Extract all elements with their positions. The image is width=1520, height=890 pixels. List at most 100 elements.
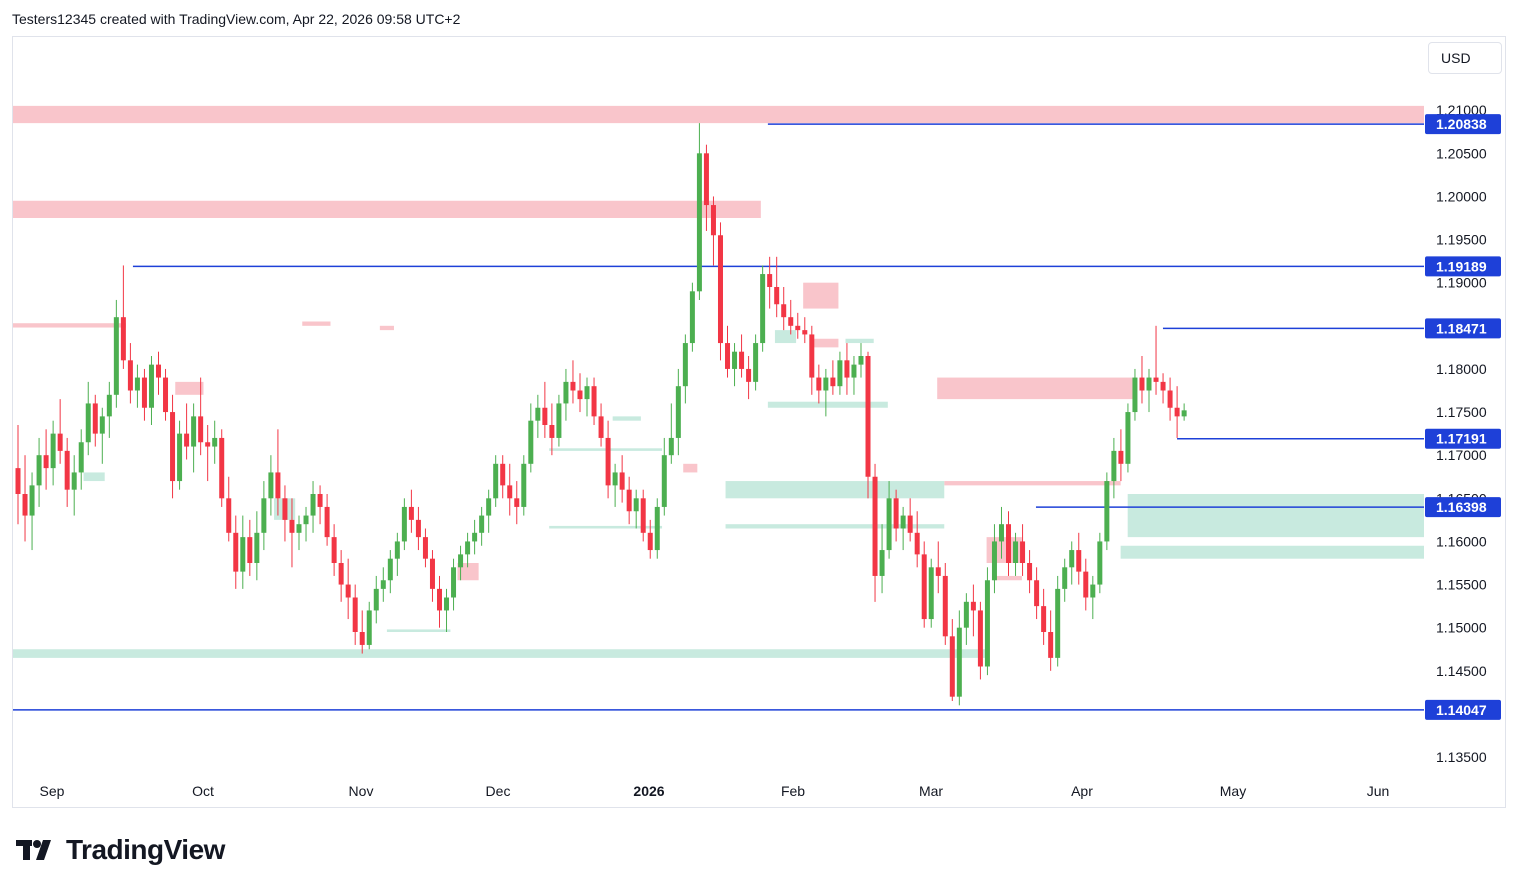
time-tick-label: Feb [781, 783, 805, 799]
candle [233, 515, 239, 589]
candle-body [914, 532, 920, 555]
price-tag-bg [1425, 256, 1501, 277]
candle-body [1062, 567, 1068, 589]
tradingview-logo[interactable]: TradingView [16, 834, 225, 866]
candle [486, 489, 492, 533]
candle [809, 325, 815, 395]
candle [226, 476, 232, 542]
candle [886, 481, 892, 559]
candle [408, 489, 414, 533]
candle [598, 403, 604, 447]
candle-body [155, 364, 161, 378]
candle [465, 532, 471, 568]
candle-body [1069, 550, 1075, 568]
price-tag-bg [1425, 497, 1501, 518]
time-tick-label: Nov [349, 783, 374, 799]
candle [170, 394, 176, 499]
candle-body [394, 541, 400, 559]
candle [71, 455, 77, 516]
candle-body [219, 437, 225, 499]
candle [795, 312, 801, 339]
candle [1132, 368, 1138, 421]
candle-body [1006, 524, 1012, 563]
candle-body [935, 567, 941, 576]
candle-body [331, 537, 337, 563]
candle [78, 429, 84, 490]
candle [240, 515, 246, 589]
chart-attribution: Testers12345 created with TradingView.co… [12, 11, 461, 27]
candle-body [134, 377, 140, 391]
candle [134, 364, 140, 408]
candle-body [254, 532, 260, 563]
candle [212, 420, 218, 464]
candle [851, 356, 857, 395]
candle-body [977, 610, 983, 667]
candle [366, 601, 372, 650]
time-tick-label: Oct [192, 783, 214, 799]
candle-body [563, 381, 569, 404]
candle-body [303, 515, 309, 525]
candle [626, 476, 632, 525]
candle [647, 519, 653, 559]
candle [205, 425, 211, 482]
price-tag-label: 1.19189 [1436, 258, 1487, 274]
candle-body [296, 524, 302, 533]
candle-body [991, 541, 997, 581]
time-tick-label: Mar [919, 783, 943, 799]
candle-body [1146, 377, 1152, 391]
candle [106, 381, 112, 438]
candle-body [1090, 584, 1096, 598]
price-tag: 1.18471 [1425, 318, 1501, 339]
currency-selector[interactable]: USD [1428, 42, 1502, 74]
candle [865, 351, 871, 499]
candle-body [282, 498, 288, 520]
candle-body [226, 498, 232, 533]
price-tick-label: 1.15500 [1436, 577, 1487, 593]
candle [50, 420, 56, 486]
candle-body [64, 450, 70, 490]
candle-body [675, 386, 681, 438]
candle-body [872, 476, 878, 576]
candle-body [57, 433, 63, 451]
candle-body [682, 343, 688, 387]
candle-body [247, 537, 253, 563]
candle [380, 567, 386, 602]
candle-body [928, 567, 934, 620]
candle [732, 343, 738, 387]
price-tag: 1.16398 [1425, 497, 1501, 518]
candle [949, 619, 955, 701]
candle [451, 558, 457, 611]
demand-zone [386, 629, 451, 632]
candle-body [542, 407, 548, 425]
candle [682, 334, 688, 404]
candle-body [732, 351, 738, 369]
candle [584, 377, 590, 417]
candle [352, 584, 358, 645]
candle [528, 403, 534, 473]
candle [942, 563, 948, 645]
candle-body [584, 386, 590, 400]
price-tick-label: 1.16000 [1436, 533, 1487, 549]
candle [296, 515, 302, 551]
candle-body [1174, 407, 1180, 417]
candle [1020, 524, 1026, 576]
candle-body [647, 532, 653, 551]
candle [472, 519, 478, 555]
zones-layer [13, 105, 1424, 658]
time-tick-label: May [1220, 783, 1246, 799]
candle [577, 373, 583, 413]
candle-body [465, 541, 471, 555]
time-tick-label: 2026 [633, 783, 664, 799]
candle [823, 368, 829, 417]
candle-body [184, 433, 190, 447]
supply-zone [302, 321, 331, 326]
candle [1097, 532, 1103, 594]
candle [331, 524, 337, 576]
candle [710, 196, 716, 266]
candle [359, 610, 365, 654]
candle-body [739, 351, 745, 369]
candle [746, 356, 752, 400]
candle-body [345, 584, 351, 598]
price-tag-label: 1.17191 [1436, 431, 1487, 447]
